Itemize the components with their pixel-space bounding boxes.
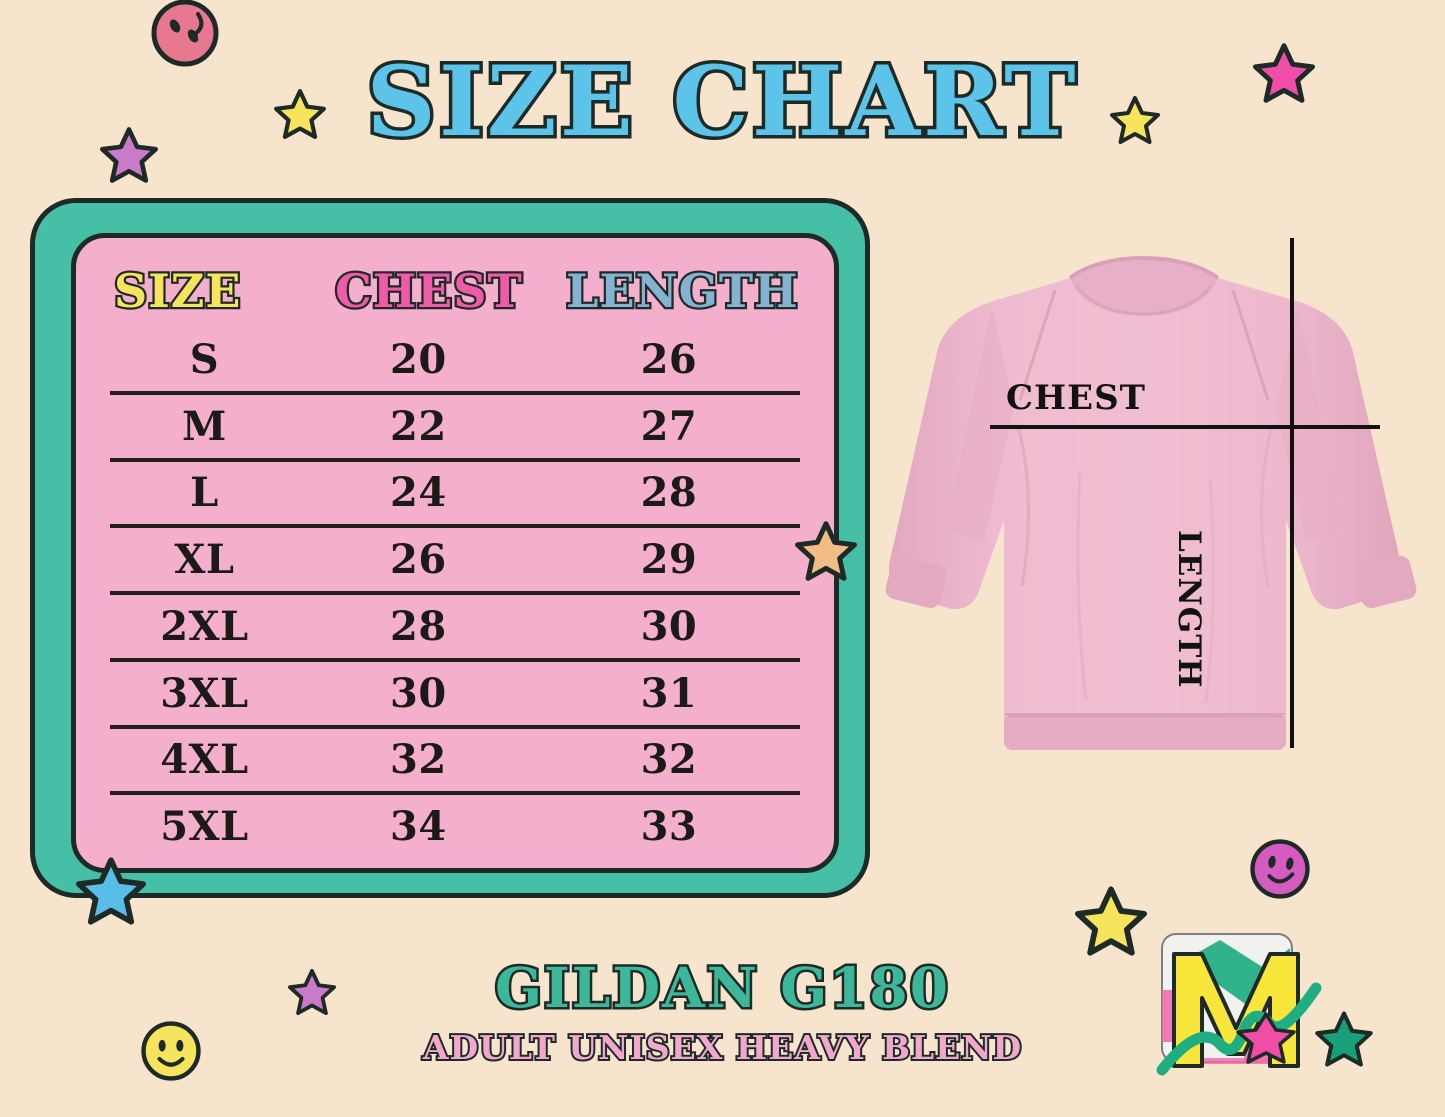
cell-length: 26 bbox=[640, 335, 698, 383]
chest-measure-line bbox=[990, 425, 1380, 429]
star-yellow-left-title-icon bbox=[274, 88, 326, 140]
column-header-chest: CHEST bbox=[333, 262, 524, 321]
table-row: L 24 28 bbox=[110, 462, 800, 529]
cell-length: 33 bbox=[640, 803, 698, 851]
sweatshirt-illustration: CHEST LENGTH bbox=[880, 230, 1420, 850]
cell-chest: 20 bbox=[390, 335, 447, 383]
star-orange-card-edge-icon bbox=[795, 520, 857, 582]
cell-length: 31 bbox=[640, 669, 698, 717]
length-measure-label: LENGTH bbox=[1171, 530, 1207, 689]
table-row: 3XL 30 31 bbox=[110, 662, 800, 729]
column-header-length: LENGTH bbox=[564, 262, 800, 321]
cell-chest: 34 bbox=[390, 803, 447, 851]
cell-length: 28 bbox=[640, 469, 698, 517]
table-row: 4XL 32 32 bbox=[110, 729, 800, 796]
description-line: ADULT UNISEX HEAVY BLEND bbox=[421, 1026, 1023, 1069]
smiley-face-yellow-icon bbox=[140, 1020, 202, 1082]
cell-chest: 30 bbox=[390, 669, 447, 717]
sweatshirt-svg bbox=[885, 255, 1417, 750]
star-yellow-right-title-icon bbox=[1110, 95, 1160, 145]
cell-size: L bbox=[190, 469, 219, 517]
cell-chest: 32 bbox=[390, 736, 447, 784]
column-header-size: SIZE bbox=[112, 262, 243, 321]
cell-chest: 22 bbox=[390, 402, 447, 450]
footer: GILDAN G180 ADULT UNISEX HEAVY BLEND bbox=[0, 953, 1445, 1070]
table-row: M 22 27 bbox=[110, 395, 800, 462]
table-body: S 20 26 M 22 27 L 24 28 XL bbox=[98, 328, 812, 858]
table-row: S 20 26 bbox=[110, 328, 800, 395]
chest-measure-label: CHEST bbox=[1006, 378, 1146, 418]
cell-size: 5XL bbox=[160, 803, 249, 851]
size-chart-card: SIZE CHEST LENGTH S 20 26 M 22 27 bbox=[30, 198, 870, 898]
brand-line: GILDAN G180 bbox=[493, 953, 951, 1023]
table-row: 5XL 34 33 bbox=[110, 795, 800, 858]
table-row: 2XL 28 30 bbox=[110, 595, 800, 662]
star-purple-footer-icon bbox=[288, 968, 336, 1016]
cell-size: XL bbox=[174, 536, 235, 584]
brand-logo-svg bbox=[1156, 933, 1322, 1076]
table-row: XL 26 29 bbox=[110, 528, 800, 595]
cell-size: M bbox=[182, 402, 227, 450]
table-header-row: SIZE CHEST LENGTH bbox=[98, 254, 812, 328]
star-yellow-bottomright-icon bbox=[1075, 885, 1147, 957]
cell-size: 4XL bbox=[160, 736, 249, 784]
cell-size: 2XL bbox=[160, 602, 249, 650]
brand-logo bbox=[1148, 918, 1328, 1096]
size-table: SIZE CHEST LENGTH S 20 26 M 22 27 bbox=[76, 238, 834, 868]
star-blue-card-corner-icon bbox=[76, 856, 146, 926]
cell-size: 3XL bbox=[160, 669, 249, 717]
cell-chest: 24 bbox=[390, 469, 447, 517]
star-purple-topleft-icon bbox=[100, 126, 158, 184]
size-chart-panel: SIZE CHEST LENGTH S 20 26 M 22 27 bbox=[71, 233, 839, 873]
cell-chest: 28 bbox=[390, 602, 447, 650]
cell-length: 30 bbox=[640, 602, 698, 650]
cell-length: 29 bbox=[640, 536, 698, 584]
length-measure-line bbox=[1290, 238, 1294, 748]
page-title: SIZE CHART bbox=[363, 45, 1079, 158]
cell-size: S bbox=[189, 335, 220, 383]
star-magenta-topright-icon bbox=[1253, 42, 1315, 104]
cell-length: 27 bbox=[640, 402, 698, 450]
smiley-face-coral-icon bbox=[150, 0, 220, 68]
cell-length: 32 bbox=[640, 736, 698, 784]
star-green-logo-icon bbox=[1315, 1010, 1373, 1068]
smiley-face-orchid-icon bbox=[1249, 838, 1311, 900]
cell-chest: 26 bbox=[390, 536, 447, 584]
